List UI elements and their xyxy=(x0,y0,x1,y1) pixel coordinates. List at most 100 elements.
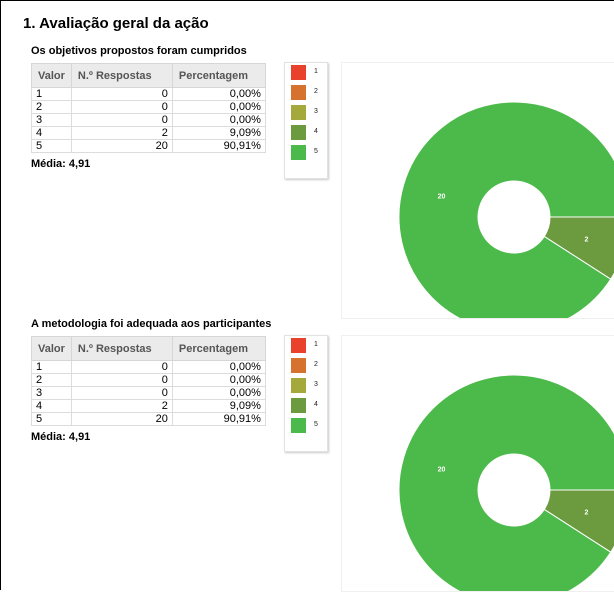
value-cell: 5 xyxy=(31,139,72,153)
legend-label: 5 xyxy=(314,148,318,155)
responses-cell: 0 xyxy=(70,360,173,374)
legend-label: 2 xyxy=(314,88,318,95)
value-cell: 3 xyxy=(31,386,72,400)
percentage-cell: 9,09% xyxy=(171,126,266,140)
pie-slice-label: 20 xyxy=(438,467,446,474)
responses-cell: 20 xyxy=(70,412,173,426)
percentage-cell: 90,91% xyxy=(171,412,266,426)
value-cell: 3 xyxy=(31,113,72,127)
legend-swatch xyxy=(291,378,306,393)
value-cell: 5 xyxy=(31,412,72,426)
pie-chart-container: 2 20 xyxy=(341,62,614,319)
legend-swatch xyxy=(291,398,306,413)
value-cell: 4 xyxy=(31,126,72,140)
responses-table: Valor N.º Respostas Percentagem 1 0 0,00% 2… xyxy=(31,336,266,426)
chart-legend: 1 2 3 4 5 xyxy=(284,335,328,452)
legend-swatch xyxy=(291,418,306,433)
chart-legend: 1 2 3 4 5 xyxy=(284,62,328,179)
column-header-responses: N.º Respostas xyxy=(70,336,173,361)
responses-cell: 0 xyxy=(70,113,173,127)
table-row: 4 2 9,09% xyxy=(31,126,266,140)
percentage-cell: 9,09% xyxy=(171,399,266,413)
table-row: 1 0 0,00% xyxy=(31,87,266,101)
column-header-percentage: Percentagem xyxy=(171,336,266,361)
table-row: 5 20 90,91% xyxy=(31,139,266,153)
legend-swatch xyxy=(291,65,306,80)
question-title: A metodologia foi adequada aos participa… xyxy=(31,318,272,330)
legend-label: 1 xyxy=(314,341,318,348)
percentage-cell: 0,00% xyxy=(171,373,266,387)
table-body: 1 0 0,00% 2 0 0,00% 3 0 0,00% 4 2 9,09% 5 20 90,91% xyxy=(31,87,266,153)
question-section: Os objetivos propostos foram cumpridos V… xyxy=(1,45,614,325)
pie-slice-label: 2 xyxy=(584,236,588,243)
legend-label: 4 xyxy=(314,401,318,408)
percentage-cell: 90,91% xyxy=(171,139,266,153)
column-header-percentage: Percentagem xyxy=(171,63,266,88)
legend-swatch xyxy=(291,105,306,120)
legend-label: 4 xyxy=(314,128,318,135)
table-header-row: Valor N.º Respostas Percentagem xyxy=(31,63,266,88)
average-score: Média: 4,91 xyxy=(31,158,91,170)
donut-chart: 2 20 xyxy=(398,101,614,318)
pie-slice-label: 2 xyxy=(584,509,588,516)
table-row: 5 20 90,91% xyxy=(31,412,266,426)
legend-swatch xyxy=(291,358,306,373)
responses-table: Valor N.º Respostas Percentagem 1 0 0,00% 2… xyxy=(31,63,266,153)
legend-swatch xyxy=(291,145,306,160)
pie-chart-container: 2 20 xyxy=(341,335,614,592)
value-cell: 2 xyxy=(31,373,72,387)
table-row: 2 0 0,00% xyxy=(31,100,266,114)
legend-item: 2 xyxy=(285,356,327,376)
value-cell: 2 xyxy=(31,100,72,114)
legend-label: 2 xyxy=(314,361,318,368)
value-cell: 1 xyxy=(31,87,72,101)
percentage-cell: 0,00% xyxy=(171,386,266,400)
donut-chart: 2 20 xyxy=(398,374,614,591)
responses-cell: 2 xyxy=(70,399,173,413)
percentage-cell: 0,00% xyxy=(171,113,266,127)
legend-swatch xyxy=(291,85,306,100)
question-title: Os objetivos propostos foram cumpridos xyxy=(31,45,247,57)
legend-item: 4 xyxy=(285,396,327,416)
legend-label: 3 xyxy=(314,108,318,115)
legend-item: 1 xyxy=(285,336,327,356)
legend-label: 3 xyxy=(314,381,318,388)
responses-cell: 0 xyxy=(70,373,173,387)
legend-item: 5 xyxy=(285,143,327,163)
average-score: Média: 4,91 xyxy=(31,431,91,443)
pie-slice-5 xyxy=(398,374,614,591)
table-row: 4 2 9,09% xyxy=(31,399,266,413)
legend-swatch xyxy=(291,338,306,353)
legend-item: 4 xyxy=(285,123,327,143)
legend-item: 5 xyxy=(285,416,327,436)
column-header-value: Valor xyxy=(31,63,72,88)
value-cell: 4 xyxy=(31,399,72,413)
legend-item: 3 xyxy=(285,376,327,396)
pie-slice-label: 20 xyxy=(438,194,446,201)
legend-item: 2 xyxy=(285,83,327,103)
responses-cell: 0 xyxy=(70,386,173,400)
table-header-row: Valor N.º Respostas Percentagem xyxy=(31,336,266,361)
table-row: 3 0 0,00% xyxy=(31,113,266,127)
pie-slice-5 xyxy=(398,101,614,318)
percentage-cell: 0,00% xyxy=(171,100,266,114)
responses-cell: 0 xyxy=(70,100,173,114)
legend-label: 5 xyxy=(314,421,318,428)
table-row: 3 0 0,00% xyxy=(31,386,266,400)
table-body: 1 0 0,00% 2 0 0,00% 3 0 0,00% 4 2 9,09% 5 20 90,91% xyxy=(31,360,266,426)
value-cell: 1 xyxy=(31,360,72,374)
responses-cell: 0 xyxy=(70,87,173,101)
legend-swatch xyxy=(291,125,306,140)
responses-cell: 20 xyxy=(70,139,173,153)
page-title: 1. Avaliação geral da ação xyxy=(23,15,209,32)
table-row: 1 0 0,00% xyxy=(31,360,266,374)
percentage-cell: 0,00% xyxy=(171,360,266,374)
column-header-value: Valor xyxy=(31,336,72,361)
legend-label: 1 xyxy=(314,68,318,75)
legend-item: 1 xyxy=(285,63,327,83)
table-row: 2 0 0,00% xyxy=(31,373,266,387)
column-header-responses: N.º Respostas xyxy=(70,63,173,88)
question-section: A metodologia foi adequada aos participa… xyxy=(1,318,614,598)
responses-cell: 2 xyxy=(70,126,173,140)
